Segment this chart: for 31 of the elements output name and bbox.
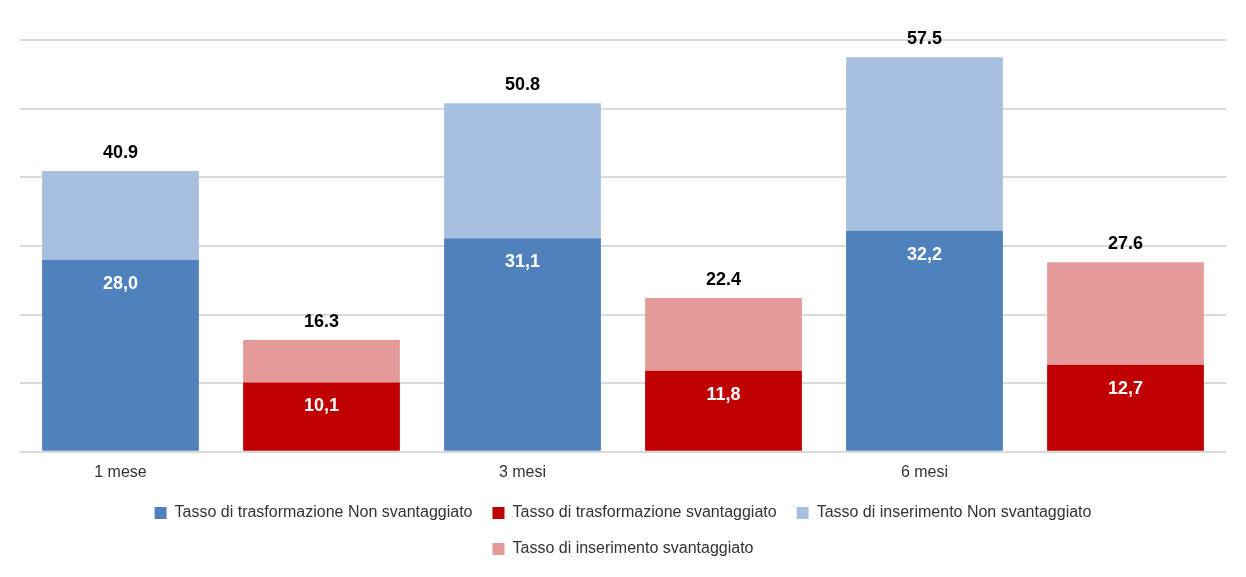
bar — [42, 259, 199, 451]
legend-label: Tasso di inserimento svantaggiato — [512, 539, 754, 557]
total-label: 50.8 — [504, 74, 541, 95]
bar — [645, 370, 802, 451]
x-tick-label: 3 mesi — [498, 462, 547, 480]
data-label: 10,1 — [303, 395, 340, 416]
bar — [243, 339, 400, 383]
bar — [42, 171, 199, 260]
data-label: 12,7 — [1107, 377, 1144, 398]
legend-label: Tasso di inserimento Non svantaggiato — [816, 503, 1092, 521]
legend-label: Tasso di trasformazione Non svantaggiato — [174, 503, 473, 521]
total-label: 40.9 — [102, 142, 139, 163]
bar — [1047, 364, 1204, 451]
total-label: 22.4 — [705, 269, 742, 290]
bar — [444, 238, 601, 451]
total-label: 57.5 — [906, 28, 943, 49]
data-label: 28,0 — [102, 272, 139, 293]
data-label: 32,2 — [906, 243, 943, 264]
x-tick-label: 6 mesi — [900, 462, 949, 480]
bar — [846, 57, 1003, 231]
x-tick-label: 1 mese — [94, 462, 147, 480]
bar — [1047, 262, 1204, 365]
data-label: 11,8 — [706, 383, 741, 404]
bar — [444, 103, 601, 239]
data-label: 31,1 — [504, 251, 541, 272]
bar — [243, 382, 400, 451]
bar — [846, 230, 1003, 451]
total-label: 16.3 — [303, 310, 340, 331]
legend-label: Tasso di trasformazione svantaggiato — [512, 503, 777, 521]
bar — [645, 298, 802, 371]
total-label: 27.6 — [1107, 233, 1144, 254]
